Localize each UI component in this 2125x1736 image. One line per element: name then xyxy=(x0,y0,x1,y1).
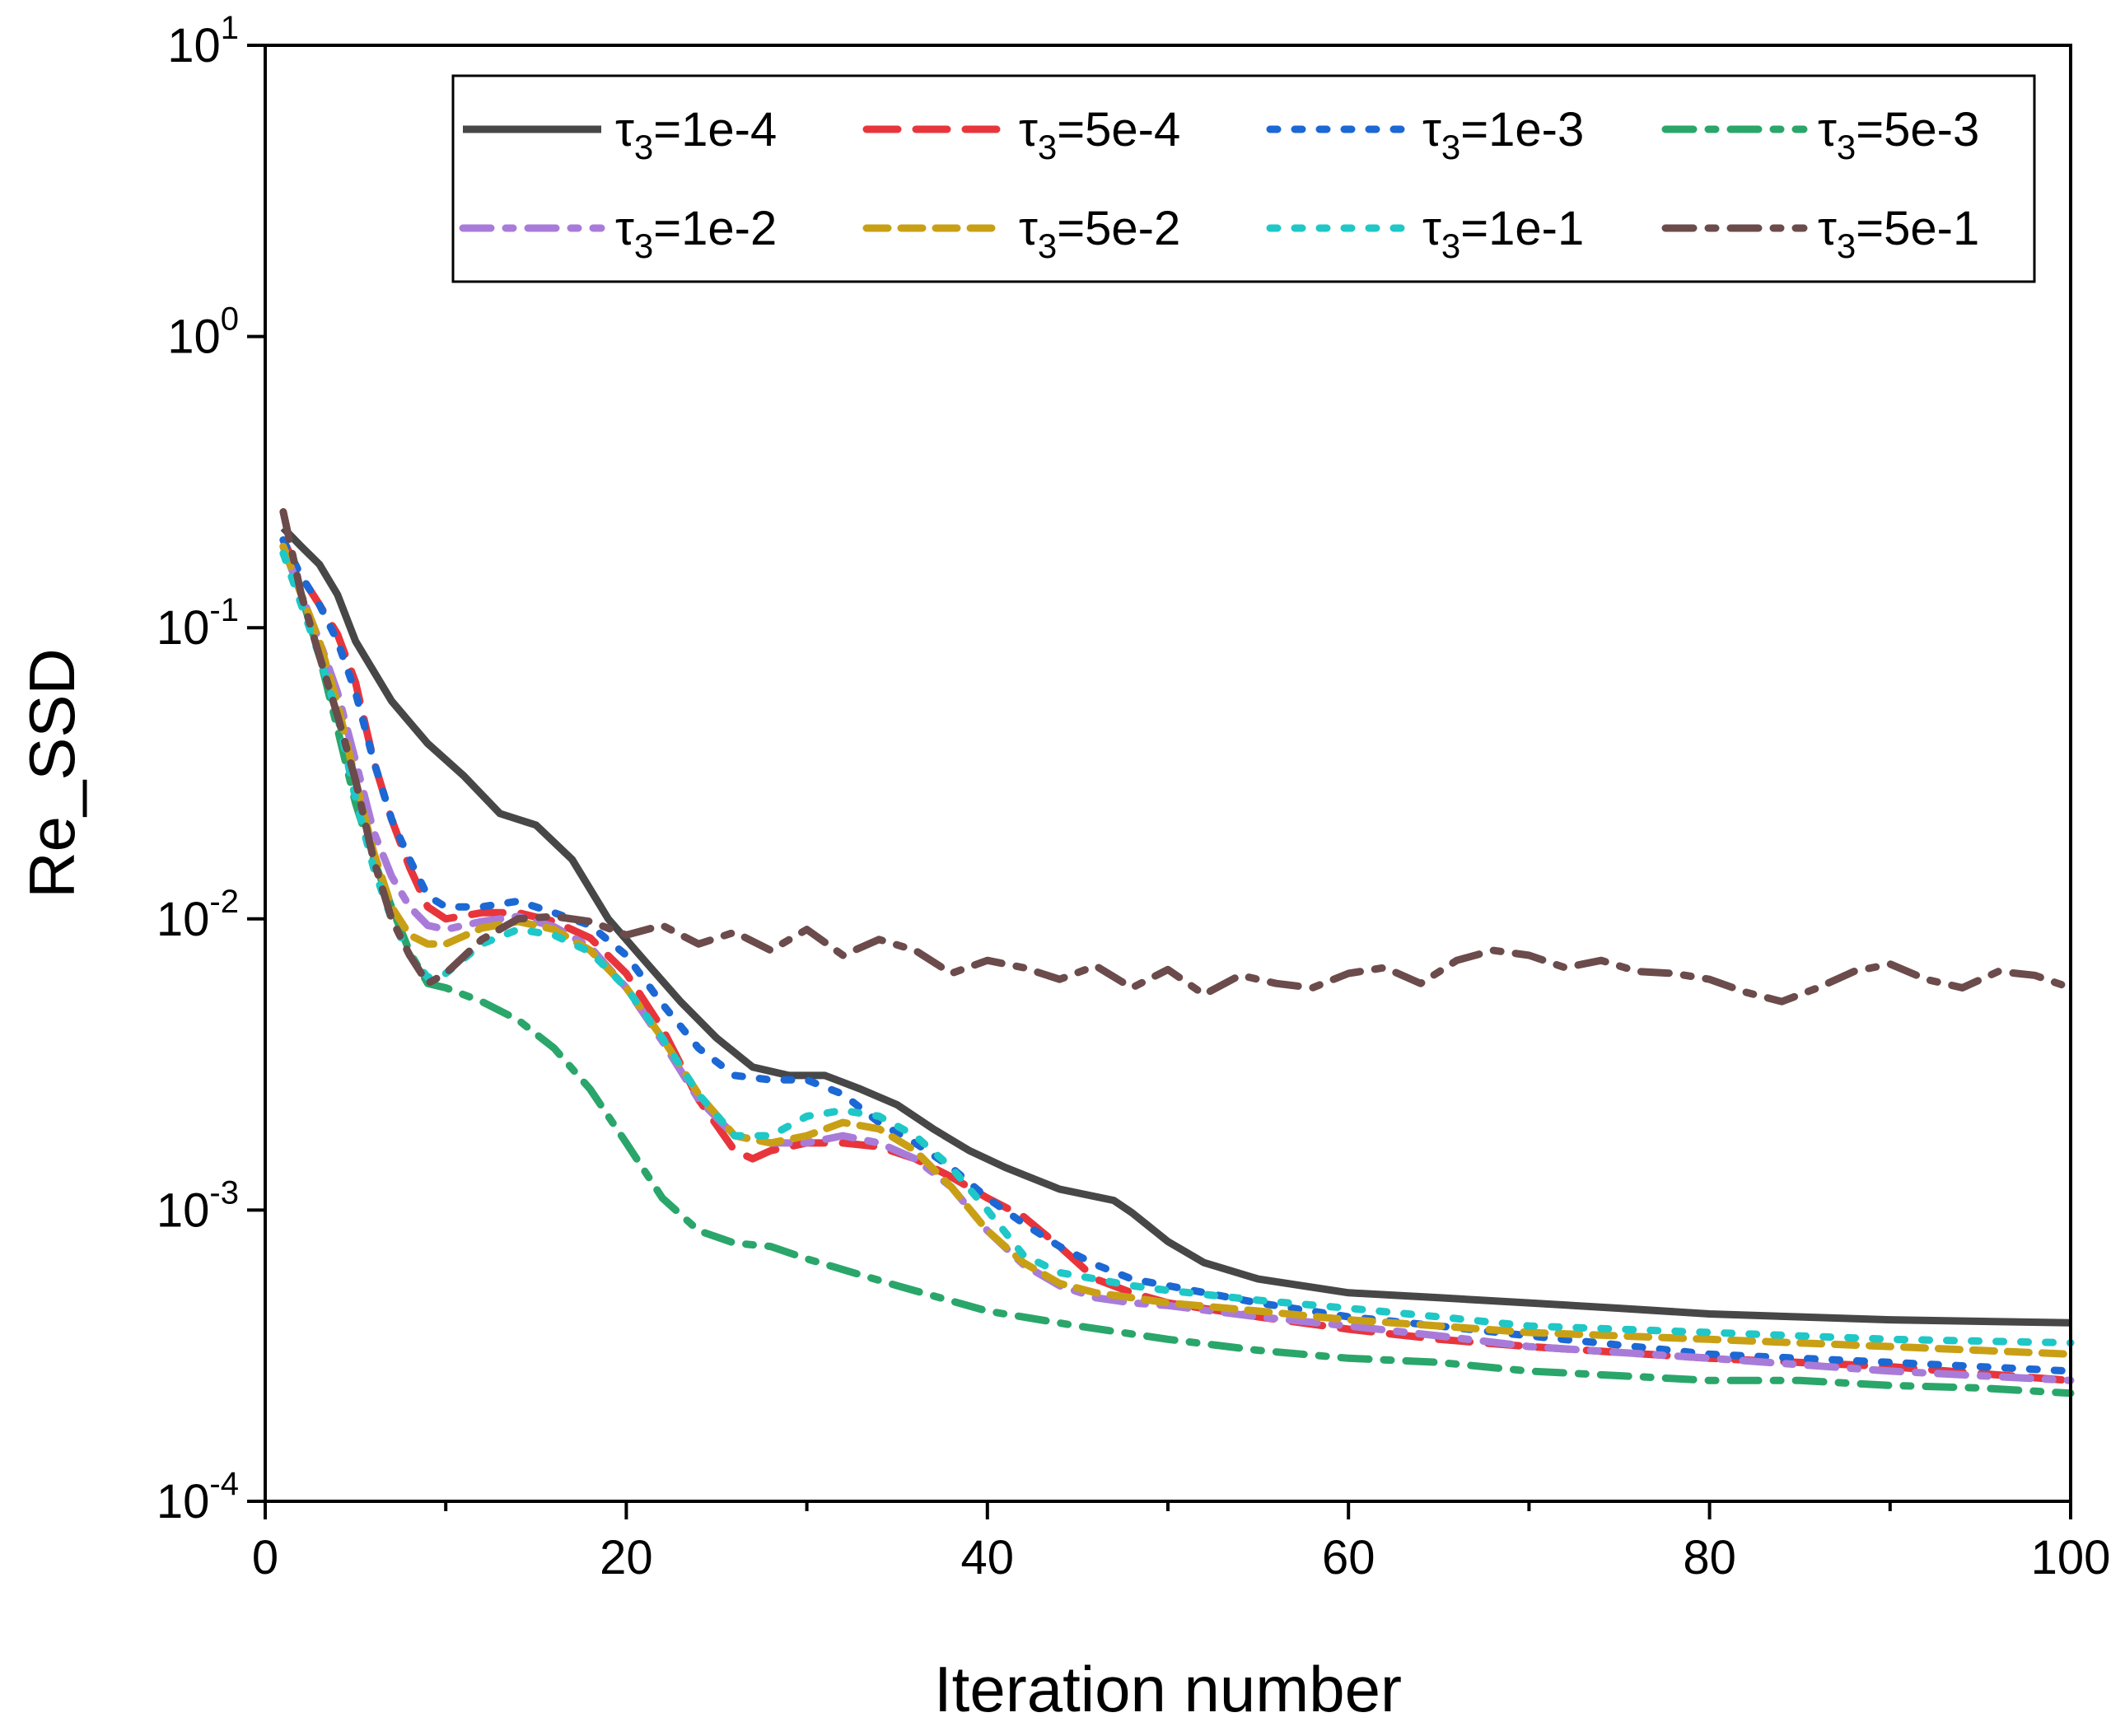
y-tick-label: 101 xyxy=(167,10,239,72)
legend-label-4: τ3=1e-2 xyxy=(615,202,777,265)
y-tick-label: 10-1 xyxy=(156,592,239,655)
legend-label-1: τ3=5e-4 xyxy=(1019,103,1180,166)
y-tick-label: 100 xyxy=(167,301,239,364)
legend-label-2: τ3=1e-3 xyxy=(1422,103,1584,166)
x-axis-title: Iteration number xyxy=(934,1653,1402,1725)
x-tick-label: 80 xyxy=(1683,1531,1736,1584)
series-layer xyxy=(279,508,2075,1398)
x-tick-label: 40 xyxy=(961,1531,1015,1584)
series-line-6 xyxy=(279,549,2075,1347)
legend-label-3: τ3=5e-3 xyxy=(1818,103,1979,166)
x-tick-label: 20 xyxy=(600,1531,653,1584)
legend-box xyxy=(451,74,2036,283)
x-tick-label: 60 xyxy=(1322,1531,1375,1584)
legend-label-5: τ3=5e-2 xyxy=(1019,202,1180,265)
series-line-0 xyxy=(280,525,2071,1327)
x-tick-label: 0 xyxy=(252,1531,278,1584)
y-tick-label: 10-4 xyxy=(156,1466,239,1528)
axis-ticks: 0 20 40 60 80 100 101 100 10-1 10-2 10-3 10-4 xyxy=(156,10,2110,1584)
legend-label-6: τ3=1e-1 xyxy=(1422,202,1584,265)
legend: τ3=1e-4 τ3=5e-4 τ3=1e-3 τ3=5e-3 τ3=1e-2 τ3=5e… xyxy=(451,74,2036,283)
legend-label-7: τ3=5e-1 xyxy=(1818,202,1979,265)
series-line-7 xyxy=(279,508,2075,1006)
legend-label-0: τ3=1e-4 xyxy=(615,103,777,166)
y-tick-label: 10-3 xyxy=(156,1174,239,1237)
y-axis-title: Re_SSD xyxy=(16,648,88,898)
x-tick-label: 100 xyxy=(2031,1531,2111,1584)
y-tick-label: 10-2 xyxy=(156,884,239,946)
series-line-2 xyxy=(279,536,2075,1375)
